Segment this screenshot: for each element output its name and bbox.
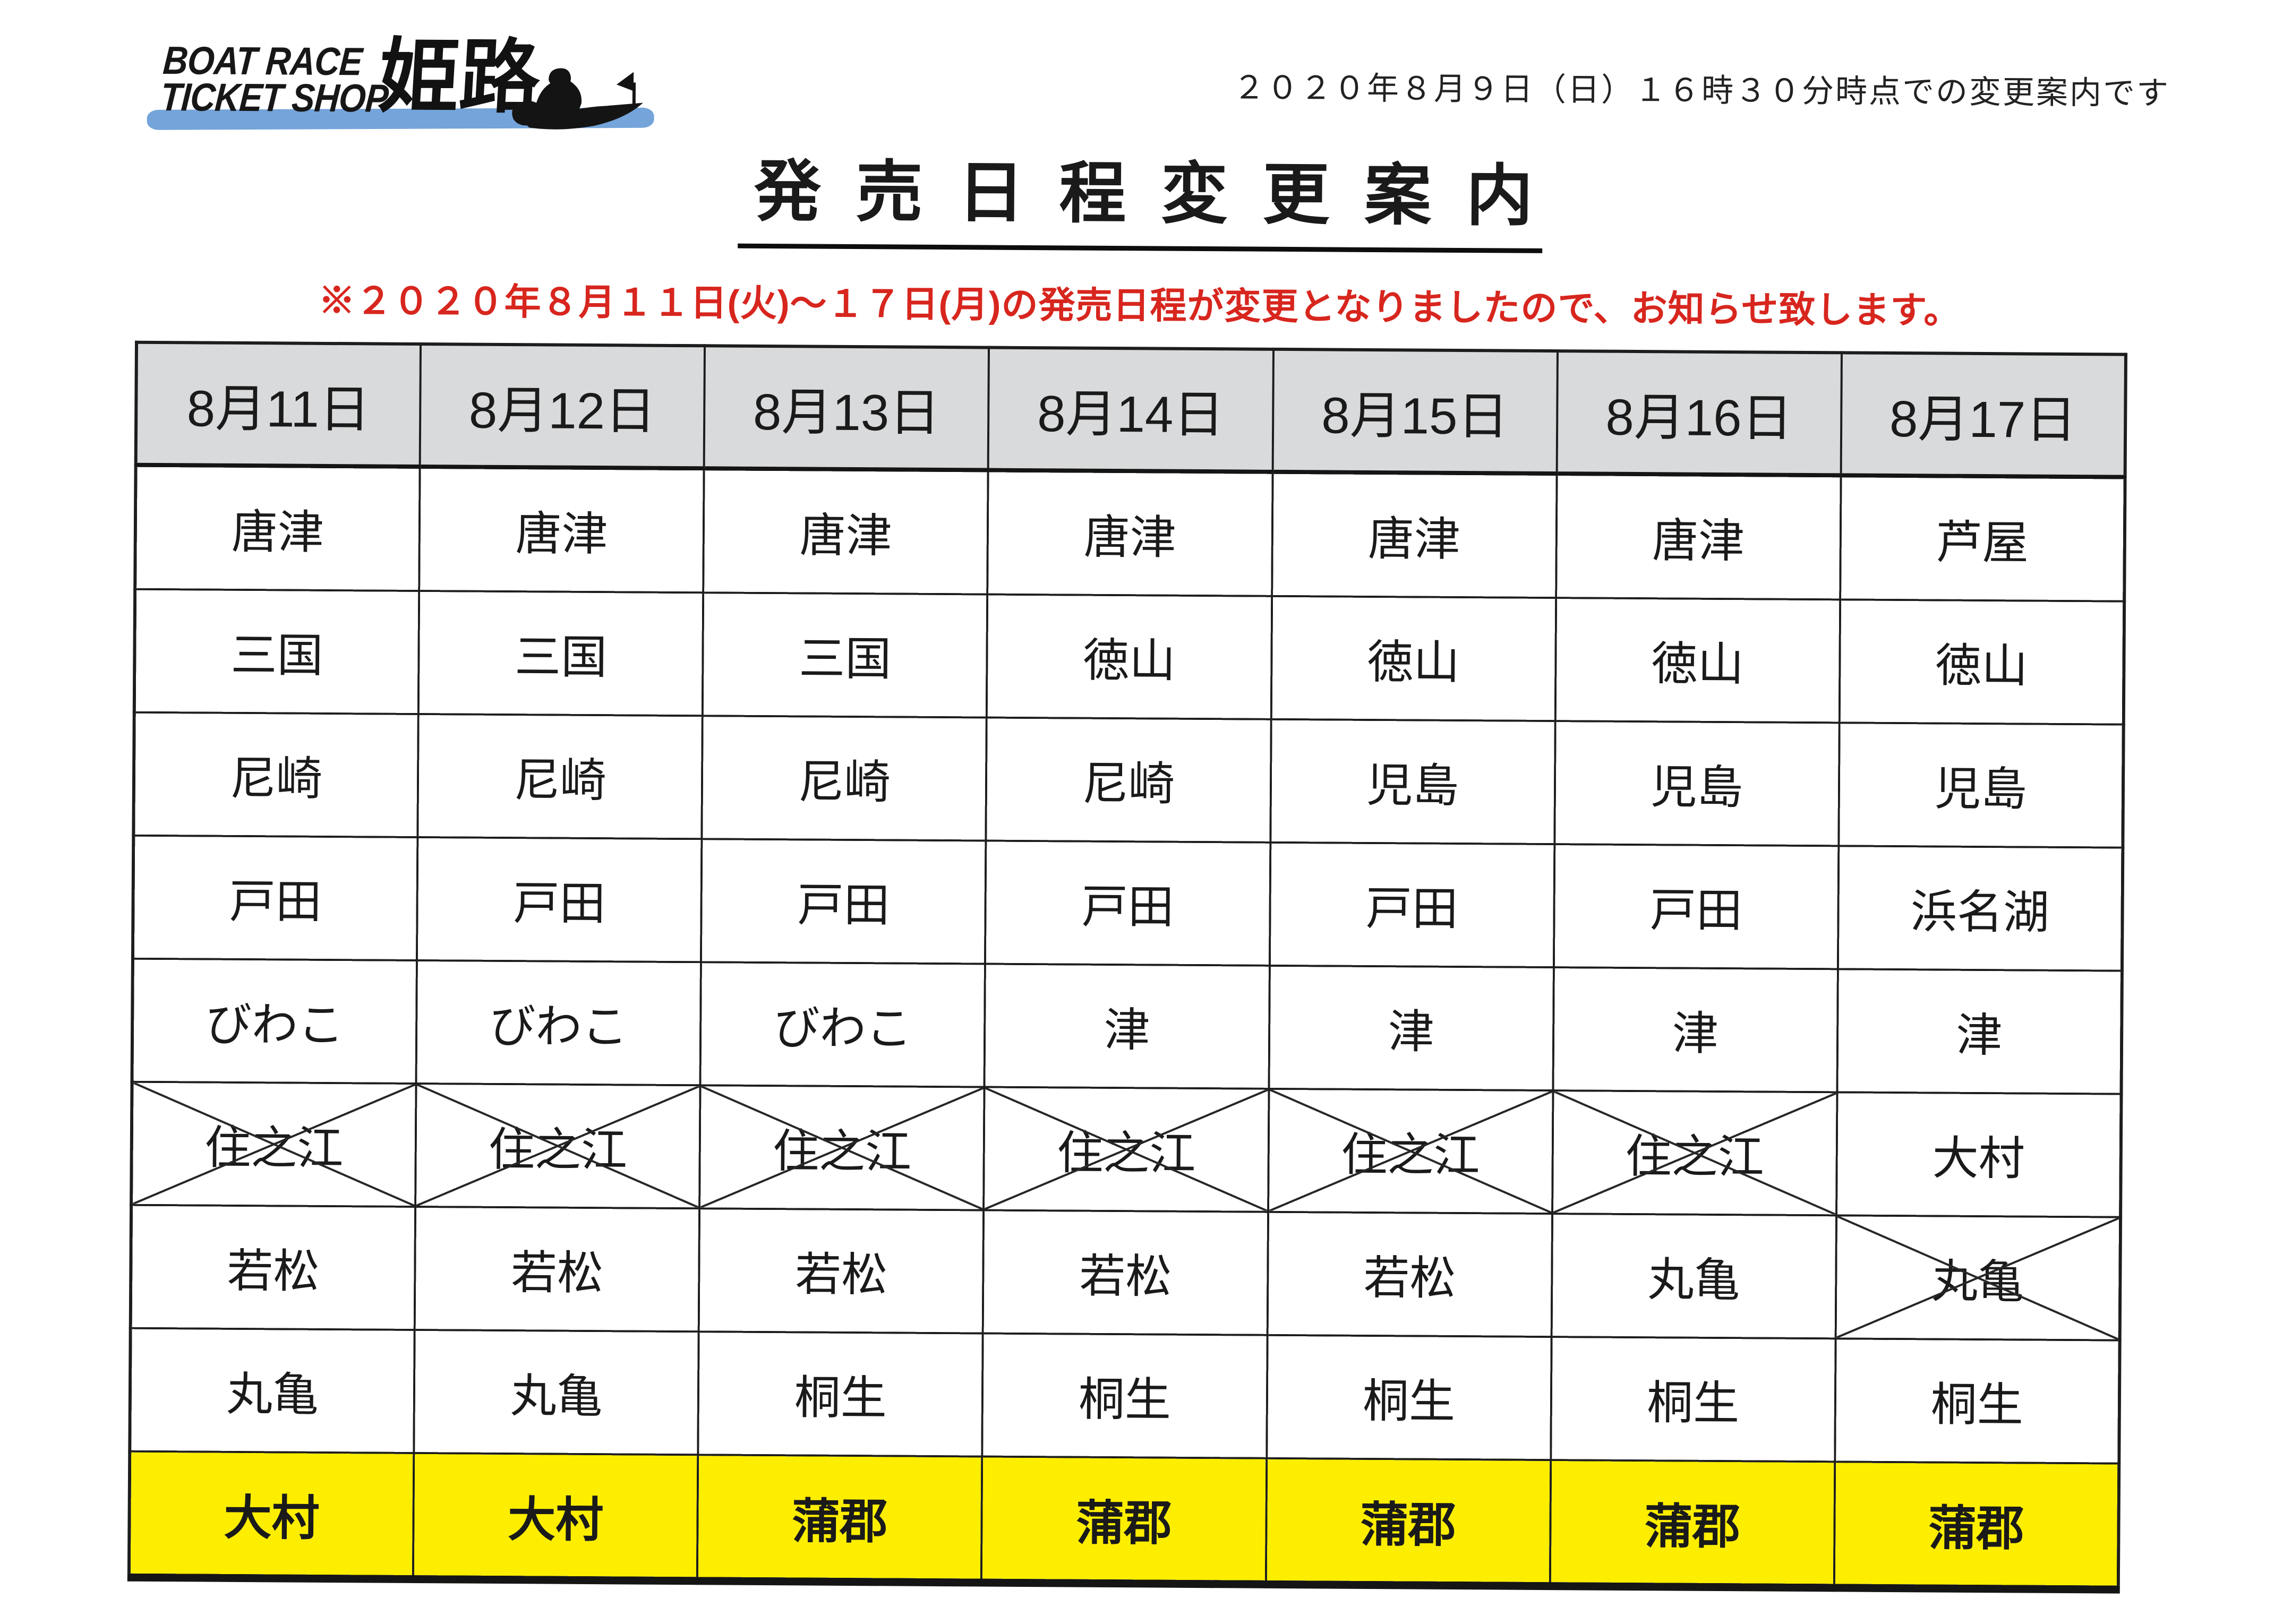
schedule-row: 若松 若松 若松 若松 若松 丸亀 丸亀 xyxy=(130,1205,2121,1341)
schedule-row: 大村 大村 蒲郡 蒲郡 蒲郡 蒲郡 蒲郡 xyxy=(129,1451,2119,1590)
date-header-cell: 8月17日 xyxy=(1841,353,2126,477)
venue-cell: 戸田 xyxy=(985,840,1270,966)
venue-cell: 浜名湖 xyxy=(1837,846,2123,971)
date-header-cell: 8月11日 xyxy=(135,342,421,467)
venue-cell: 戸田 xyxy=(417,837,702,963)
schedule-row: 三国 三国 三国 徳山 徳山 徳山 徳山 xyxy=(134,589,2125,725)
venue-cell: 蒲郡 xyxy=(981,1456,1267,1585)
venue-cell: 大村 xyxy=(129,1451,414,1579)
page-title: 発売日程変更案内 xyxy=(738,137,1568,253)
date-header-cell: 8月14日 xyxy=(988,347,1273,472)
venue-cell: 桐生 xyxy=(1550,1337,1836,1462)
venue-cell: 若松 xyxy=(698,1208,984,1334)
venue-cell: 尼崎 xyxy=(133,712,418,838)
date-header-cell: 8月12日 xyxy=(420,344,705,469)
logo-line2: TICKET SHOP xyxy=(159,74,390,121)
venue-cell: 尼崎 xyxy=(986,717,1271,843)
venue-cell: 桐生 xyxy=(1835,1338,2120,1464)
schedule-header-row: 8月11日 8月12日 8月13日 8月14日 8月15日 8月16日 8月17日 xyxy=(135,342,2126,477)
sales-schedule-table: 8月11日 8月12日 8月13日 8月14日 8月15日 8月16日 8月17日 唐津 唐津… xyxy=(127,340,2128,1594)
venue-cell: 丸亀 xyxy=(414,1329,699,1455)
venue-cell: 津 xyxy=(1553,967,1838,1093)
schedule-row: 住之江 住之江 住之江 住之江 住之江 住之江 大村 xyxy=(131,1081,2122,1217)
venue-cell-cancelled: 住之江 xyxy=(1552,1090,1837,1216)
venue-cell: 若松 xyxy=(1267,1211,1552,1337)
schedule-row: 丸亀 丸亀 桐生 桐生 桐生 桐生 桐生 xyxy=(130,1328,2120,1464)
venue-cell: 徳山 xyxy=(1271,596,1556,721)
venue-cell: 唐津 xyxy=(135,465,420,591)
venue-cell: 蒲郡 xyxy=(1834,1462,2119,1590)
venue-cell: 唐津 xyxy=(1271,471,1557,598)
venue-cell: 戸田 xyxy=(701,839,986,964)
schedule-row: 戸田 戸田 戸田 戸田 戸田 戸田 浜名湖 xyxy=(132,835,2123,971)
schedule-row: 唐津 唐津 唐津 唐津 唐津 唐津 芦屋 xyxy=(135,465,2125,602)
venue-cell-cancelled: 丸亀 xyxy=(1835,1215,2121,1341)
venue-cell: 徳山 xyxy=(1555,598,1841,723)
venue-cell: 唐津 xyxy=(987,470,1273,596)
venue-cell: 唐津 xyxy=(703,468,989,595)
date-header-cell: 8月16日 xyxy=(1557,351,1842,476)
venue-cell: 尼崎 xyxy=(417,714,703,839)
venue-cell: 児島 xyxy=(1270,719,1555,845)
venue-cell: びわこ xyxy=(700,962,986,1087)
venue-cell: 戸田 xyxy=(1553,844,1839,969)
venue-cell-cancelled: 住之江 xyxy=(699,1085,985,1210)
venue-cell: 戸田 xyxy=(1269,842,1555,968)
schedule-body: 唐津 唐津 唐津 唐津 唐津 唐津 芦屋 三国 三国 三国 徳山 徳山 徳山 徳山 尼崎 尼崎 尼崎 尼崎 児島 児島… xyxy=(129,465,2125,1590)
venue-cell: 戸田 xyxy=(132,835,418,960)
venue-cell: 蒲郡 xyxy=(697,1455,982,1583)
venue-cell: 若松 xyxy=(414,1206,700,1332)
venue-cell: 若松 xyxy=(130,1205,416,1330)
venue-cell: 尼崎 xyxy=(702,716,987,841)
venue-cell-cancelled: 住之江 xyxy=(1268,1088,1553,1214)
venue-cell: 三国 xyxy=(418,591,704,716)
venue-cell-cancelled: 住之江 xyxy=(415,1083,700,1209)
venue-cell: 児島 xyxy=(1554,721,1840,846)
venue-cell: 若松 xyxy=(983,1210,1268,1335)
revision-timestamp-note: ２０２０年８月９日（日）１６時３０分時点での変更案内です xyxy=(1233,70,2170,111)
venue-cell: 津 xyxy=(1837,969,2122,1094)
date-header-cell: 8月15日 xyxy=(1272,349,1558,474)
venue-cell: 大村 xyxy=(1836,1092,2122,1217)
venue-cell: 桐生 xyxy=(1266,1335,1552,1460)
schedule-row: 尼崎 尼崎 尼崎 尼崎 児島 児島 児島 xyxy=(133,712,2124,848)
venue-cell: 徳山 xyxy=(987,594,1272,719)
venue-cell: 児島 xyxy=(1839,723,2124,848)
venue-cell: 丸亀 xyxy=(1551,1214,1836,1339)
boat-racer-icon xyxy=(512,68,643,130)
page-title-text: 発売日程変更案内 xyxy=(754,153,1568,234)
schedule-row: びわこ びわこ びわこ津津津津 xyxy=(132,958,2122,1094)
venue-cell: 蒲郡 xyxy=(1266,1458,1551,1586)
venue-cell: 唐津 xyxy=(419,467,704,593)
venue-cell: 蒲郡 xyxy=(1550,1460,1835,1588)
venue-cell: 三国 xyxy=(703,592,988,718)
logo-text-en: BOAT RACE TICKET SHOP xyxy=(159,38,391,121)
schedule-change-notice: ※２０２０年８月１１日(火)～１７日(月)の発売日程が変更となりましたので、お知… xyxy=(318,280,1961,331)
venue-cell: 桐生 xyxy=(698,1331,984,1457)
venue-cell: 桐生 xyxy=(982,1333,1268,1458)
date-header-cell: 8月13日 xyxy=(704,346,989,470)
venue-cell: 津 xyxy=(1269,965,1554,1091)
shop-logo: BOAT RACE TICKET SHOP 姫路 xyxy=(147,32,816,143)
venue-cell: 丸亀 xyxy=(130,1328,415,1453)
venue-cell: 徳山 xyxy=(1839,599,2125,725)
venue-cell: びわこ xyxy=(416,960,702,1086)
venue-cell: びわこ xyxy=(132,958,417,1084)
venue-cell: 津 xyxy=(984,964,1270,1089)
venue-cell: 三国 xyxy=(134,589,420,715)
venue-cell: 唐津 xyxy=(1555,474,1841,600)
venue-cell: 大村 xyxy=(413,1453,698,1581)
venue-cell: 芦屋 xyxy=(1840,475,2125,602)
venue-cell-cancelled: 住之江 xyxy=(984,1087,1269,1212)
venue-cell-cancelled: 住之江 xyxy=(131,1081,416,1207)
